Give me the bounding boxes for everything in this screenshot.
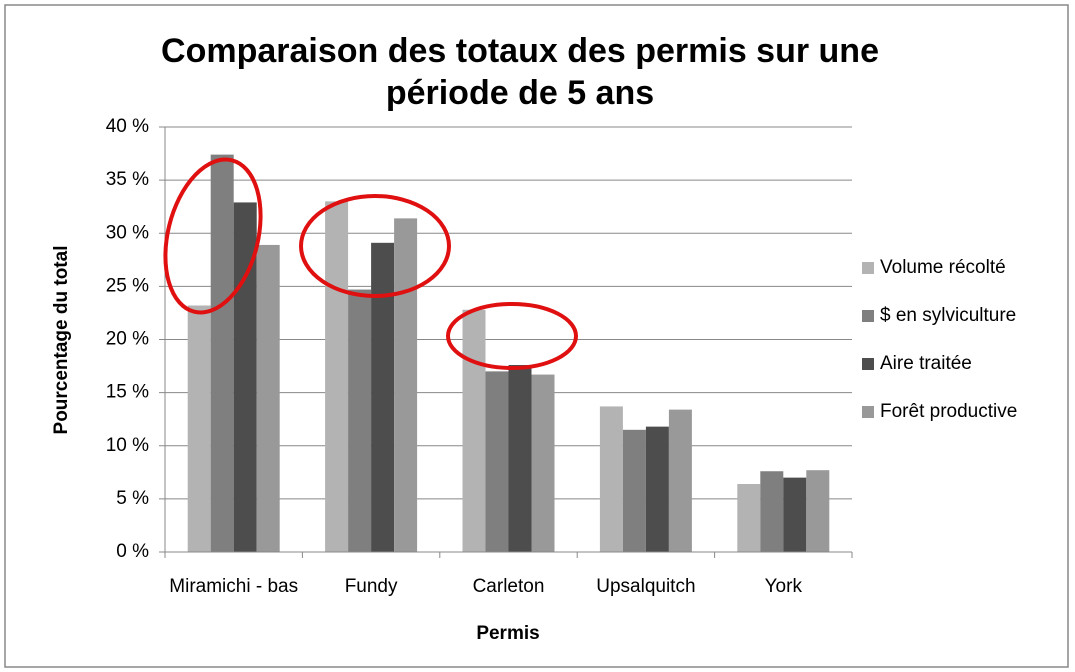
y-tick-label: 5 %	[116, 488, 149, 509]
legend-label: Volume récolté	[880, 257, 1006, 278]
bar	[485, 371, 509, 552]
bar	[668, 409, 692, 552]
x-tick-label: Carleton	[472, 576, 545, 597]
bar	[462, 309, 486, 552]
x-tick-label: York	[764, 576, 802, 597]
legend-label: $ en sylviculture	[880, 305, 1016, 326]
bar	[599, 406, 623, 552]
legend-swatch	[862, 406, 874, 418]
y-tick-label: 10 %	[106, 435, 149, 456]
x-tick-label: Fundy	[344, 576, 398, 597]
bar	[783, 477, 807, 552]
legend-label: Aire traitée	[880, 353, 972, 374]
bar	[371, 242, 395, 552]
y-tick-label: 0 %	[116, 541, 149, 562]
bar	[806, 470, 830, 552]
legend-swatch	[862, 310, 874, 322]
bar	[394, 218, 418, 552]
chart-title: Comparaison des totaux des permis sur un…	[161, 32, 879, 112]
bar	[645, 426, 669, 552]
y-tick-label: 15 %	[106, 382, 149, 403]
bar	[325, 201, 349, 552]
bar	[760, 471, 784, 552]
bar	[348, 289, 372, 552]
legend-swatch	[862, 358, 874, 370]
y-tick-label: 20 %	[106, 329, 149, 350]
y-tick-label: 25 %	[106, 275, 149, 296]
bar	[531, 374, 555, 552]
y-axis-title: Pourcentage du total	[51, 246, 72, 435]
y-tick-label: 40 %	[106, 116, 149, 137]
y-tick-label: 30 %	[106, 222, 149, 243]
x-tick-label: Miramichi - bas	[169, 576, 299, 597]
bar	[256, 244, 280, 552]
legend-label: Forêt productive	[880, 401, 1017, 422]
bar	[210, 154, 234, 552]
x-tick-label: Upsalquitch	[596, 576, 696, 597]
bar	[508, 365, 532, 552]
bar	[187, 305, 211, 552]
y-tick-label: 35 %	[106, 169, 149, 190]
bar	[622, 429, 646, 552]
x-axis-title: Permis	[476, 623, 539, 644]
legend-swatch	[862, 262, 874, 274]
bar	[233, 202, 257, 552]
bar	[737, 484, 761, 552]
